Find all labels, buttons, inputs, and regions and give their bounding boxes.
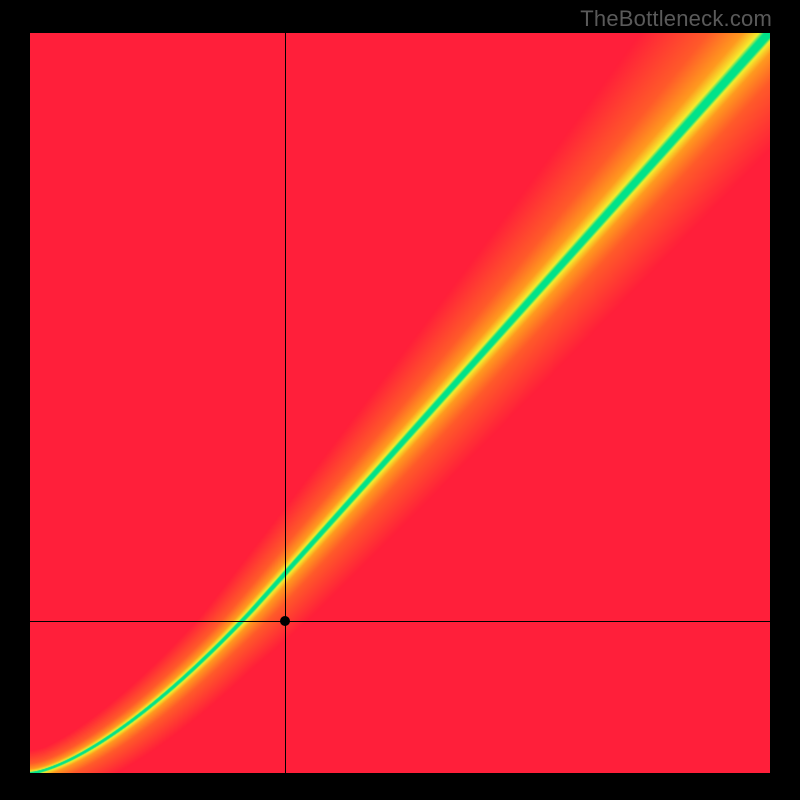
plot-area [30,33,770,773]
crosshair-vertical [285,33,286,773]
heatmap-canvas [30,33,770,773]
chart-container: TheBottleneck.com [0,0,800,800]
watermark-text: TheBottleneck.com [580,6,772,32]
crosshair-point [280,616,290,626]
crosshair-horizontal [30,621,770,622]
